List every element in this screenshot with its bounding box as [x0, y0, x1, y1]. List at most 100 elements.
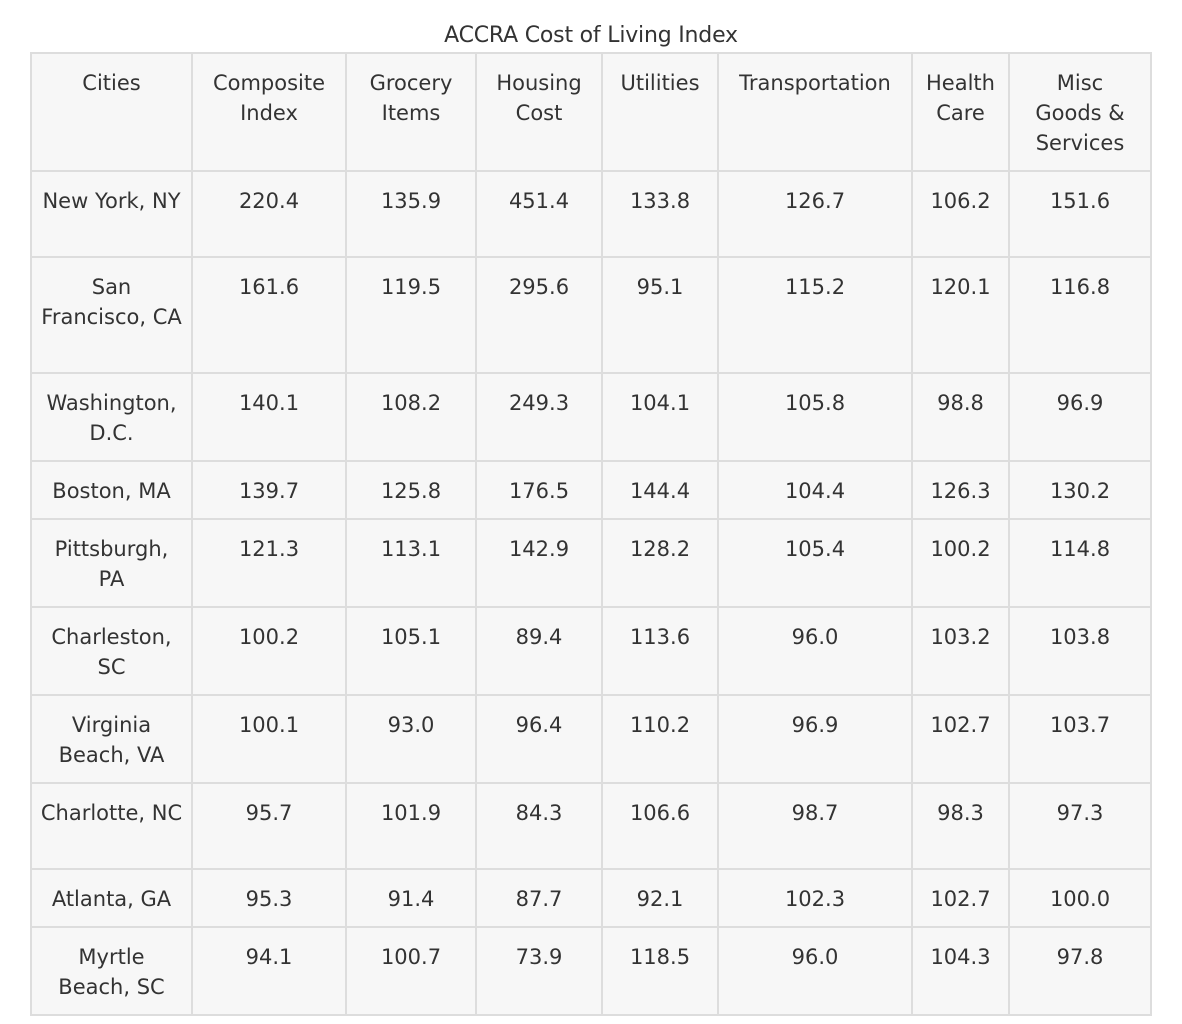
cell-city: New York, NY	[30, 170, 193, 258]
cell-misc-goods-services: 151.6	[1008, 170, 1152, 258]
table-row: Charleston, SC 100.2 105.1 89.4 113.6 96.0 103…	[30, 606, 1152, 696]
cell-health-care: 102.7	[911, 868, 1010, 928]
cell-health-care: 106.2	[911, 170, 1010, 258]
cell-composite-index: 100.2	[191, 606, 347, 696]
table-row: San Francisco, CA 161.6 119.5 295.6 95.1 115.…	[30, 256, 1152, 374]
cell-health-care: 102.7	[911, 694, 1010, 784]
cell-transportation: 102.3	[717, 868, 913, 928]
cell-utilities: 110.2	[601, 694, 719, 784]
header-grocery-items: Grocery Items	[345, 52, 477, 172]
cell-composite-index: 140.1	[191, 372, 347, 462]
cell-city: Virginia Beach, VA	[30, 694, 193, 784]
cell-misc-goods-services: 103.7	[1008, 694, 1152, 784]
table-header: Cities Composite Index Grocery Items Hou…	[30, 52, 1152, 172]
cell-utilities: 92.1	[601, 868, 719, 928]
cell-grocery-items: 119.5	[345, 256, 477, 374]
table-row: Virginia Beach, VA 100.1 93.0 96.4 110.2 96.9…	[30, 694, 1152, 784]
cell-housing-cost: 451.4	[475, 170, 603, 258]
cell-city: Charleston, SC	[30, 606, 193, 696]
table-row: Atlanta, GA 95.3 91.4 87.7 92.1 102.3 102.7 100…	[30, 868, 1152, 928]
table-row: Charlotte, NC 95.7 101.9 84.3 106.6 98.7 98.3 9…	[30, 782, 1152, 870]
cell-grocery-items: 101.9	[345, 782, 477, 870]
cell-transportation: 105.4	[717, 518, 913, 608]
cell-misc-goods-services: 114.8	[1008, 518, 1152, 608]
cell-composite-index: 100.1	[191, 694, 347, 784]
cell-composite-index: 121.3	[191, 518, 347, 608]
cell-grocery-items: 93.0	[345, 694, 477, 784]
cell-grocery-items: 135.9	[345, 170, 477, 258]
cell-transportation: 96.9	[717, 694, 913, 784]
header-composite-index: Composite Index	[191, 52, 347, 172]
cell-health-care: 120.1	[911, 256, 1010, 374]
cell-composite-index: 220.4	[191, 170, 347, 258]
cell-city: Pittsburgh, PA	[30, 518, 193, 608]
table-row: Boston, MA 139.7 125.8 176.5 144.4 104.4 126.3…	[30, 460, 1152, 520]
cell-grocery-items: 105.1	[345, 606, 477, 696]
cell-health-care: 104.3	[911, 926, 1010, 1016]
table-caption: ACCRA Cost of Living Index	[444, 23, 738, 48]
table-body: New York, NY 220.4 135.9 451.4 133.8 126.7 106…	[30, 170, 1152, 1016]
cell-composite-index: 161.6	[191, 256, 347, 374]
cell-health-care: 100.2	[911, 518, 1010, 608]
cell-grocery-items: 113.1	[345, 518, 477, 608]
cell-housing-cost: 87.7	[475, 868, 603, 928]
cell-grocery-items: 108.2	[345, 372, 477, 462]
table-row: Pittsburgh, PA 121.3 113.1 142.9 128.2 105.4 1…	[30, 518, 1152, 608]
header-cities: Cities	[30, 52, 193, 172]
cell-housing-cost: 96.4	[475, 694, 603, 784]
cell-health-care: 98.3	[911, 782, 1010, 870]
cell-health-care: 98.8	[911, 372, 1010, 462]
cell-city: Myrtle Beach, SC	[30, 926, 193, 1016]
cell-utilities: 133.8	[601, 170, 719, 258]
cell-utilities: 104.1	[601, 372, 719, 462]
cell-housing-cost: 73.9	[475, 926, 603, 1016]
cell-misc-goods-services: 97.8	[1008, 926, 1152, 1016]
cell-misc-goods-services: 116.8	[1008, 256, 1152, 374]
table-row: New York, NY 220.4 135.9 451.4 133.8 126.7 106…	[30, 170, 1152, 258]
cell-utilities: 95.1	[601, 256, 719, 374]
table-row: Washington, D.C. 140.1 108.2 249.3 104.1 105.…	[30, 372, 1152, 462]
cell-grocery-items: 100.7	[345, 926, 477, 1016]
cell-transportation: 96.0	[717, 926, 913, 1016]
cell-housing-cost: 84.3	[475, 782, 603, 870]
cell-housing-cost: 89.4	[475, 606, 603, 696]
cell-city: San Francisco, CA	[30, 256, 193, 374]
header-transportation: Transportation	[717, 52, 913, 172]
cell-composite-index: 95.7	[191, 782, 347, 870]
header-housing-cost: Housing Cost	[475, 52, 603, 172]
cell-transportation: 96.0	[717, 606, 913, 696]
cell-housing-cost: 142.9	[475, 518, 603, 608]
cost-of-living-table: Cities Composite Index Grocery Items Hou…	[30, 52, 1152, 1016]
cell-transportation: 126.7	[717, 170, 913, 258]
cell-utilities: 106.6	[601, 782, 719, 870]
cell-utilities: 118.5	[601, 926, 719, 1016]
cell-utilities: 144.4	[601, 460, 719, 520]
cell-city: Atlanta, GA	[30, 868, 193, 928]
cell-housing-cost: 249.3	[475, 372, 603, 462]
cell-grocery-items: 91.4	[345, 868, 477, 928]
cell-composite-index: 139.7	[191, 460, 347, 520]
cell-misc-goods-services: 103.8	[1008, 606, 1152, 696]
table-row: Myrtle Beach, SC 94.1 100.7 73.9 118.5 96.0 10…	[30, 926, 1152, 1016]
cell-city: Boston, MA	[30, 460, 193, 520]
cell-misc-goods-services: 130.2	[1008, 460, 1152, 520]
cell-composite-index: 94.1	[191, 926, 347, 1016]
cell-housing-cost: 295.6	[475, 256, 603, 374]
cell-misc-goods-services: 96.9	[1008, 372, 1152, 462]
header-utilities: Utilities	[601, 52, 719, 172]
cell-grocery-items: 125.8	[345, 460, 477, 520]
cell-transportation: 104.4	[717, 460, 913, 520]
cell-housing-cost: 176.5	[475, 460, 603, 520]
cell-health-care: 126.3	[911, 460, 1010, 520]
cell-transportation: 105.8	[717, 372, 913, 462]
cell-transportation: 115.2	[717, 256, 913, 374]
cell-utilities: 113.6	[601, 606, 719, 696]
cell-city: Washington, D.C.	[30, 372, 193, 462]
cell-transportation: 98.7	[717, 782, 913, 870]
cell-misc-goods-services: 100.0	[1008, 868, 1152, 928]
cell-utilities: 128.2	[601, 518, 719, 608]
cell-misc-goods-services: 97.3	[1008, 782, 1152, 870]
header-misc-goods-services: Misc Goods & Services	[1008, 52, 1152, 172]
header-row: Cities Composite Index Grocery Items Hou…	[30, 52, 1152, 172]
